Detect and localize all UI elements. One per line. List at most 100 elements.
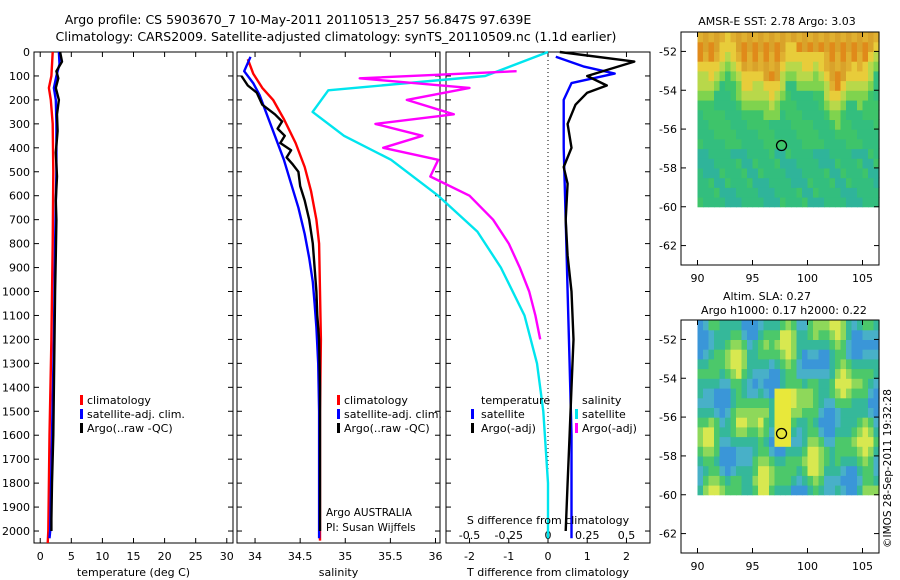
p-sla-cell — [785, 358, 792, 370]
p-sla-cell — [796, 417, 803, 428]
p-sst-cell — [769, 41, 776, 52]
p-sst-cell — [697, 197, 704, 208]
p-sst-cell — [736, 109, 743, 120]
diff-s-tick-label: -0.5 — [459, 529, 480, 542]
p-sst-cell — [780, 90, 787, 101]
p-sst-cell — [802, 80, 809, 91]
p-sla-cell — [840, 455, 847, 467]
p-sla-cell — [840, 475, 847, 486]
p-sst-cell — [796, 148, 803, 159]
p-sst-cell — [763, 148, 770, 159]
p-sst-cell — [703, 61, 710, 72]
p-sst-cell — [840, 187, 847, 198]
p-sla-cell — [851, 436, 858, 447]
p-sla-cell — [829, 475, 836, 486]
p-sla-cell — [791, 378, 798, 389]
p-sst-cell — [719, 177, 726, 188]
p-sst-cell — [752, 51, 759, 62]
sla-map-panel: 90 95 100 105 -52 -54 -56 -58 -60 -62 Altim. SLA: … — [659, 290, 880, 573]
p-sla-cell — [714, 329, 721, 340]
p-sst-cell — [851, 70, 858, 82]
p-sst-cell — [752, 41, 759, 52]
p-sst-cell — [752, 32, 759, 43]
p-sst-cell — [796, 197, 803, 208]
p-sst-cell — [785, 148, 792, 159]
p-sst-cell — [741, 32, 748, 43]
p-sst-cell — [807, 119, 814, 130]
p-sst-cell — [840, 51, 847, 62]
p-sst-cell — [846, 70, 853, 82]
p-sst-cell — [703, 177, 710, 188]
p-sla-argo-marker — [775, 427, 788, 440]
p-sst-cell — [697, 167, 704, 179]
p-sst-cell — [741, 70, 748, 82]
p-sst-cell — [747, 61, 754, 72]
p-sst-cell — [736, 41, 743, 52]
p-sla-cell — [719, 407, 726, 418]
p-sst-cell — [758, 100, 765, 111]
p-sla-x-tick-label: 95 — [746, 560, 760, 573]
p-sla-cell — [780, 397, 787, 408]
p-sst-cell — [719, 138, 726, 150]
p-sst-cell — [829, 51, 836, 62]
p-sla-cell — [769, 475, 776, 486]
p-sst-cell — [730, 90, 737, 101]
p-sla-cell — [846, 368, 853, 379]
temp-x-tick-label: 15 — [127, 550, 141, 563]
p-sla-cell — [846, 407, 853, 418]
temp-y-tick-label: 200 — [9, 94, 30, 107]
p-sla-cell — [719, 465, 726, 476]
p-sst-cell — [835, 158, 842, 169]
p-sst-cell — [714, 148, 721, 159]
diff-t-tick-label: 1 — [584, 550, 591, 563]
p-sla-cell — [785, 339, 792, 350]
p-sla-cell — [703, 407, 710, 418]
temp-y-tick-label: 500 — [9, 166, 30, 179]
p-sla-cell — [835, 455, 842, 467]
p-sla-cell — [730, 358, 737, 370]
p-sst-cell — [851, 100, 858, 111]
p-sla-cell — [708, 378, 715, 389]
p-sst-cell — [752, 100, 759, 111]
p-sla-cell — [741, 368, 748, 379]
p-sla-cell — [769, 455, 776, 467]
p-sst-cell — [862, 100, 869, 111]
p-sst-cell — [785, 177, 792, 188]
p-sst-cell — [868, 148, 875, 159]
p-sst-cell — [774, 148, 781, 159]
p-sla-cell — [769, 397, 776, 408]
p-sst-cell — [785, 197, 792, 208]
diff-legend-entry: Argo(-adj) — [582, 422, 637, 435]
sal-x-tick-label: 36 — [428, 550, 442, 563]
p-sla-cell — [719, 436, 726, 447]
p-sla-cell — [730, 417, 737, 428]
temp-y-tick-label: 700 — [9, 214, 30, 227]
p-sla-cell — [774, 485, 781, 496]
p-sst-cell — [763, 51, 770, 62]
p-sla-cell — [791, 446, 798, 457]
p-sla-cell — [846, 485, 853, 496]
p-sst-cell — [857, 129, 864, 140]
p-sst-cell — [862, 187, 869, 198]
p-sla-cell — [697, 388, 704, 399]
p-sst-cell — [752, 177, 759, 188]
p-sla-cell — [703, 368, 710, 379]
p-sla-cell — [791, 485, 798, 496]
p-sst-cell — [697, 187, 704, 198]
temp-legend-entry: satellite-adj. clim. — [87, 408, 185, 421]
p-sst-cell — [719, 158, 726, 169]
p-sst-cell — [719, 51, 726, 62]
p-sla-cell — [857, 485, 864, 496]
p-sst-cell — [785, 32, 792, 43]
p-sla-cell — [791, 358, 798, 370]
p-sla-cell — [780, 407, 787, 418]
p-sst-cell — [796, 177, 803, 188]
p-sla-cell — [736, 378, 743, 389]
p-sst-cell — [736, 177, 743, 188]
p-sst-cell — [719, 197, 726, 208]
p-sst-cell — [719, 167, 726, 179]
p-sla-cell — [829, 407, 836, 418]
p-sst-cell — [780, 61, 787, 72]
p-sla-cell — [862, 426, 869, 438]
p-sst-cell — [791, 148, 798, 159]
